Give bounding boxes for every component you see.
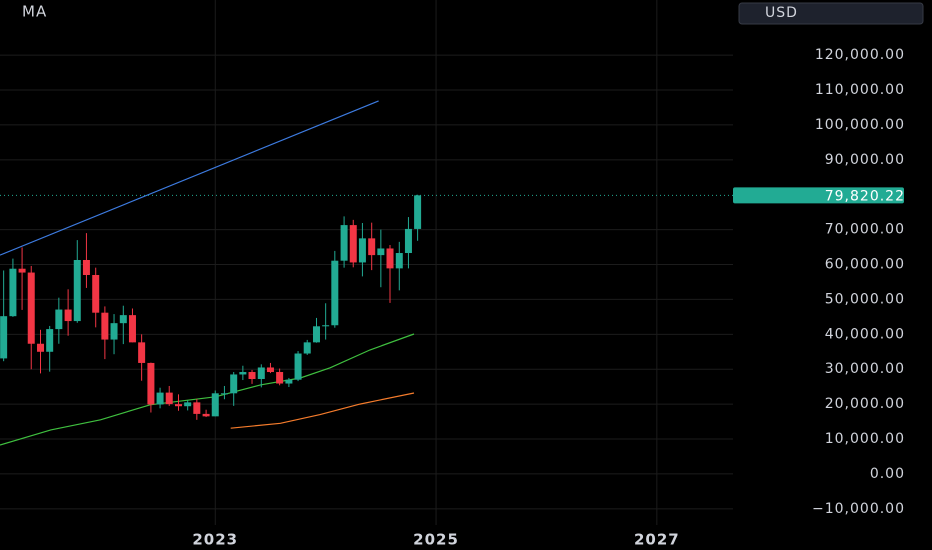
candle-body (404, 228, 412, 254)
candle-body (119, 315, 127, 324)
y-tick-label: 100,000.00 (815, 117, 905, 133)
candle-body (248, 372, 256, 379)
candle-body (312, 326, 320, 343)
y-tick-label: 110,000.00 (815, 82, 905, 98)
y-tick-label: 0.00 (870, 466, 905, 482)
candle-body (37, 343, 45, 352)
candle-body (358, 238, 366, 263)
x-tick-label: 2025 (413, 531, 459, 549)
candle-body (138, 342, 146, 363)
last-price-badge (733, 187, 904, 204)
y-tick-label: −10,000.00 (812, 501, 905, 517)
x-tick-label: 2023 (192, 531, 238, 549)
plot: −10,000.00 0.00 10,000.00 20,000.00 30,000.0… (0, 0, 905, 549)
last-price-label: 79,820.22 (825, 188, 905, 204)
candle-body (110, 323, 118, 340)
candle-body (331, 260, 339, 326)
y-tick-label: 120,000.00 (815, 47, 905, 63)
y-tick-label: 60,000.00 (825, 257, 905, 273)
candle-body (27, 272, 35, 344)
candle-body (175, 404, 183, 407)
candle-body (92, 275, 100, 313)
y-tick-label: 10,000.00 (825, 431, 905, 447)
indicator-label: MA (22, 3, 47, 21)
candle-body (230, 374, 238, 394)
candle-body (285, 379, 293, 384)
candle-body (9, 268, 17, 317)
candle-body (414, 195, 422, 229)
candle-body (82, 259, 90, 275)
candle-body (211, 393, 219, 417)
candle-body (220, 393, 228, 395)
overlay-line (0, 333, 415, 446)
candle-body (55, 309, 63, 330)
y-tick-label: 50,000.00 (825, 291, 905, 307)
candle-body (266, 367, 274, 373)
candle-body (294, 353, 302, 380)
y-tick-label: 90,000.00 (825, 152, 905, 168)
candle-body (368, 238, 376, 256)
candle-body (349, 225, 357, 263)
candle-body (395, 253, 403, 269)
candle-body (101, 312, 109, 340)
overlay-line (230, 392, 415, 429)
candle-body (147, 362, 155, 405)
candle-body (46, 329, 54, 352)
candle-body (377, 248, 385, 256)
candle-body (64, 309, 72, 322)
y-tick-label: 70,000.00 (825, 222, 905, 238)
candle-body (156, 392, 164, 405)
currency-label[interactable]: USD (765, 5, 798, 21)
candle-body (184, 402, 192, 407)
candle-body (257, 367, 265, 379)
candle-body (18, 268, 26, 273)
candle-body (386, 248, 394, 269)
y-tick-label: 30,000.00 (825, 361, 905, 377)
candle-body (239, 372, 247, 375)
candle-body (340, 225, 348, 261)
candle-body (128, 315, 136, 343)
y-tick-label: 40,000.00 (825, 326, 905, 342)
candle-body (165, 392, 173, 405)
x-tick-label: 2027 (634, 531, 680, 549)
candle-body (322, 325, 330, 327)
y-tick-label: 20,000.00 (825, 396, 905, 412)
candle-body (303, 342, 311, 354)
overlay-line (0, 100, 379, 256)
candle-body (73, 259, 81, 322)
candle-body (202, 413, 210, 417)
candle-body (276, 372, 284, 384)
candle-body (0, 316, 8, 359)
currency-button[interactable] (738, 2, 924, 25)
candle-body (193, 402, 201, 414)
